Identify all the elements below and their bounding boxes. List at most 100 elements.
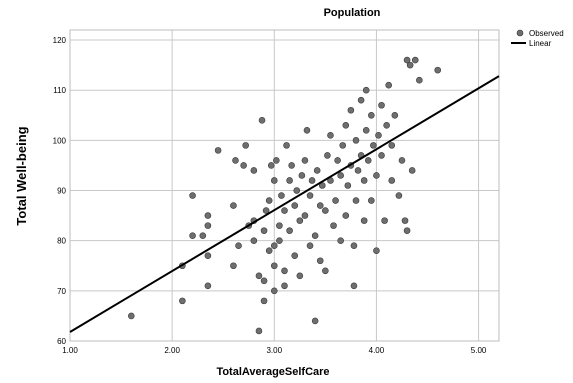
data-point — [189, 232, 196, 239]
data-point — [260, 297, 268, 305]
y-tick-label: 110 — [53, 86, 66, 95]
data-point — [368, 197, 375, 204]
data-point — [303, 127, 311, 134]
data-point — [350, 282, 358, 290]
data-point — [352, 137, 360, 144]
data-point — [370, 142, 377, 149]
data-point — [260, 277, 268, 285]
data-point — [204, 222, 212, 229]
data-point — [401, 217, 409, 224]
data-point — [255, 272, 263, 280]
data-point — [337, 172, 344, 179]
x-tick-label: 5.00 — [471, 346, 487, 355]
data-point — [260, 227, 268, 234]
data-point — [283, 142, 290, 149]
chart-title: Population — [324, 7, 381, 19]
data-point — [293, 187, 301, 194]
data-point — [342, 122, 350, 129]
data-point — [214, 147, 222, 154]
data-point — [306, 242, 314, 249]
data-point — [339, 142, 347, 149]
data-point — [403, 227, 411, 234]
data-point — [368, 111, 375, 119]
data-point — [230, 262, 237, 270]
data-point — [291, 202, 299, 209]
data-point — [388, 142, 396, 149]
y-tick-label: 90 — [57, 187, 66, 196]
data-point — [316, 202, 324, 209]
data-point — [403, 56, 411, 64]
data-point — [250, 237, 258, 244]
y-tick-label: 80 — [57, 237, 66, 246]
data-point — [347, 106, 355, 114]
data-point — [311, 232, 319, 239]
data-point — [360, 217, 368, 224]
data-point — [278, 192, 285, 199]
data-point — [270, 242, 278, 249]
data-point — [322, 267, 329, 275]
data-point — [322, 207, 329, 214]
data-point — [378, 101, 385, 109]
data-point — [311, 317, 319, 325]
data-point — [276, 237, 283, 244]
data-point — [330, 222, 337, 229]
data-point — [375, 132, 382, 139]
y-tick-label: 100 — [53, 136, 67, 145]
data-point — [352, 197, 360, 204]
data-point — [306, 192, 314, 199]
data-point — [281, 267, 288, 275]
data-point — [298, 172, 306, 179]
data-point — [373, 172, 380, 179]
data-point — [332, 197, 339, 204]
data-point — [291, 252, 299, 260]
data-point — [434, 66, 442, 74]
data-point — [255, 327, 263, 335]
data-point — [406, 61, 414, 69]
data-point — [179, 297, 186, 305]
x-tick-label: 4.00 — [369, 346, 385, 355]
x-tick-label: 1.00 — [62, 346, 78, 355]
data-point — [324, 152, 331, 159]
data-point — [204, 252, 212, 260]
x-tick-label: 2.00 — [164, 346, 180, 355]
data-point — [364, 157, 372, 164]
data-point — [373, 247, 380, 255]
data-point — [388, 177, 396, 184]
plot-frame — [69, 29, 500, 342]
data-point — [276, 222, 283, 229]
data-point — [362, 86, 370, 94]
data-point — [416, 76, 423, 84]
data-point — [354, 167, 362, 174]
data-point — [265, 197, 273, 204]
x-axis-title: TotalAverageSelfCare — [216, 366, 329, 378]
legend-observed-marker — [516, 29, 524, 37]
data-point — [250, 167, 258, 174]
data-point — [334, 157, 341, 164]
data-point — [199, 232, 207, 239]
data-point — [265, 247, 273, 255]
data-point — [262, 207, 270, 214]
data-point — [235, 242, 242, 249]
data-point — [286, 177, 293, 184]
data-point — [286, 227, 293, 234]
data-point — [281, 282, 288, 290]
data-point — [270, 262, 278, 270]
data-point — [296, 272, 304, 280]
data-point — [408, 167, 416, 174]
data-point — [316, 257, 324, 265]
observed-points — [127, 56, 442, 335]
data-point — [301, 157, 309, 164]
data-point — [240, 162, 247, 169]
x-tick-label: 3.00 — [266, 346, 282, 355]
data-point — [327, 132, 334, 139]
data-point — [270, 287, 278, 295]
data-point — [308, 177, 316, 184]
linear-fit-line — [69, 75, 500, 333]
data-point — [301, 212, 309, 219]
data-point — [273, 157, 280, 164]
data-point — [342, 212, 350, 219]
data-point — [362, 127, 370, 134]
x-tick-labels: 1.00 2.00 3.00 4.00 5.00 — [62, 346, 487, 355]
data-point — [381, 217, 388, 224]
